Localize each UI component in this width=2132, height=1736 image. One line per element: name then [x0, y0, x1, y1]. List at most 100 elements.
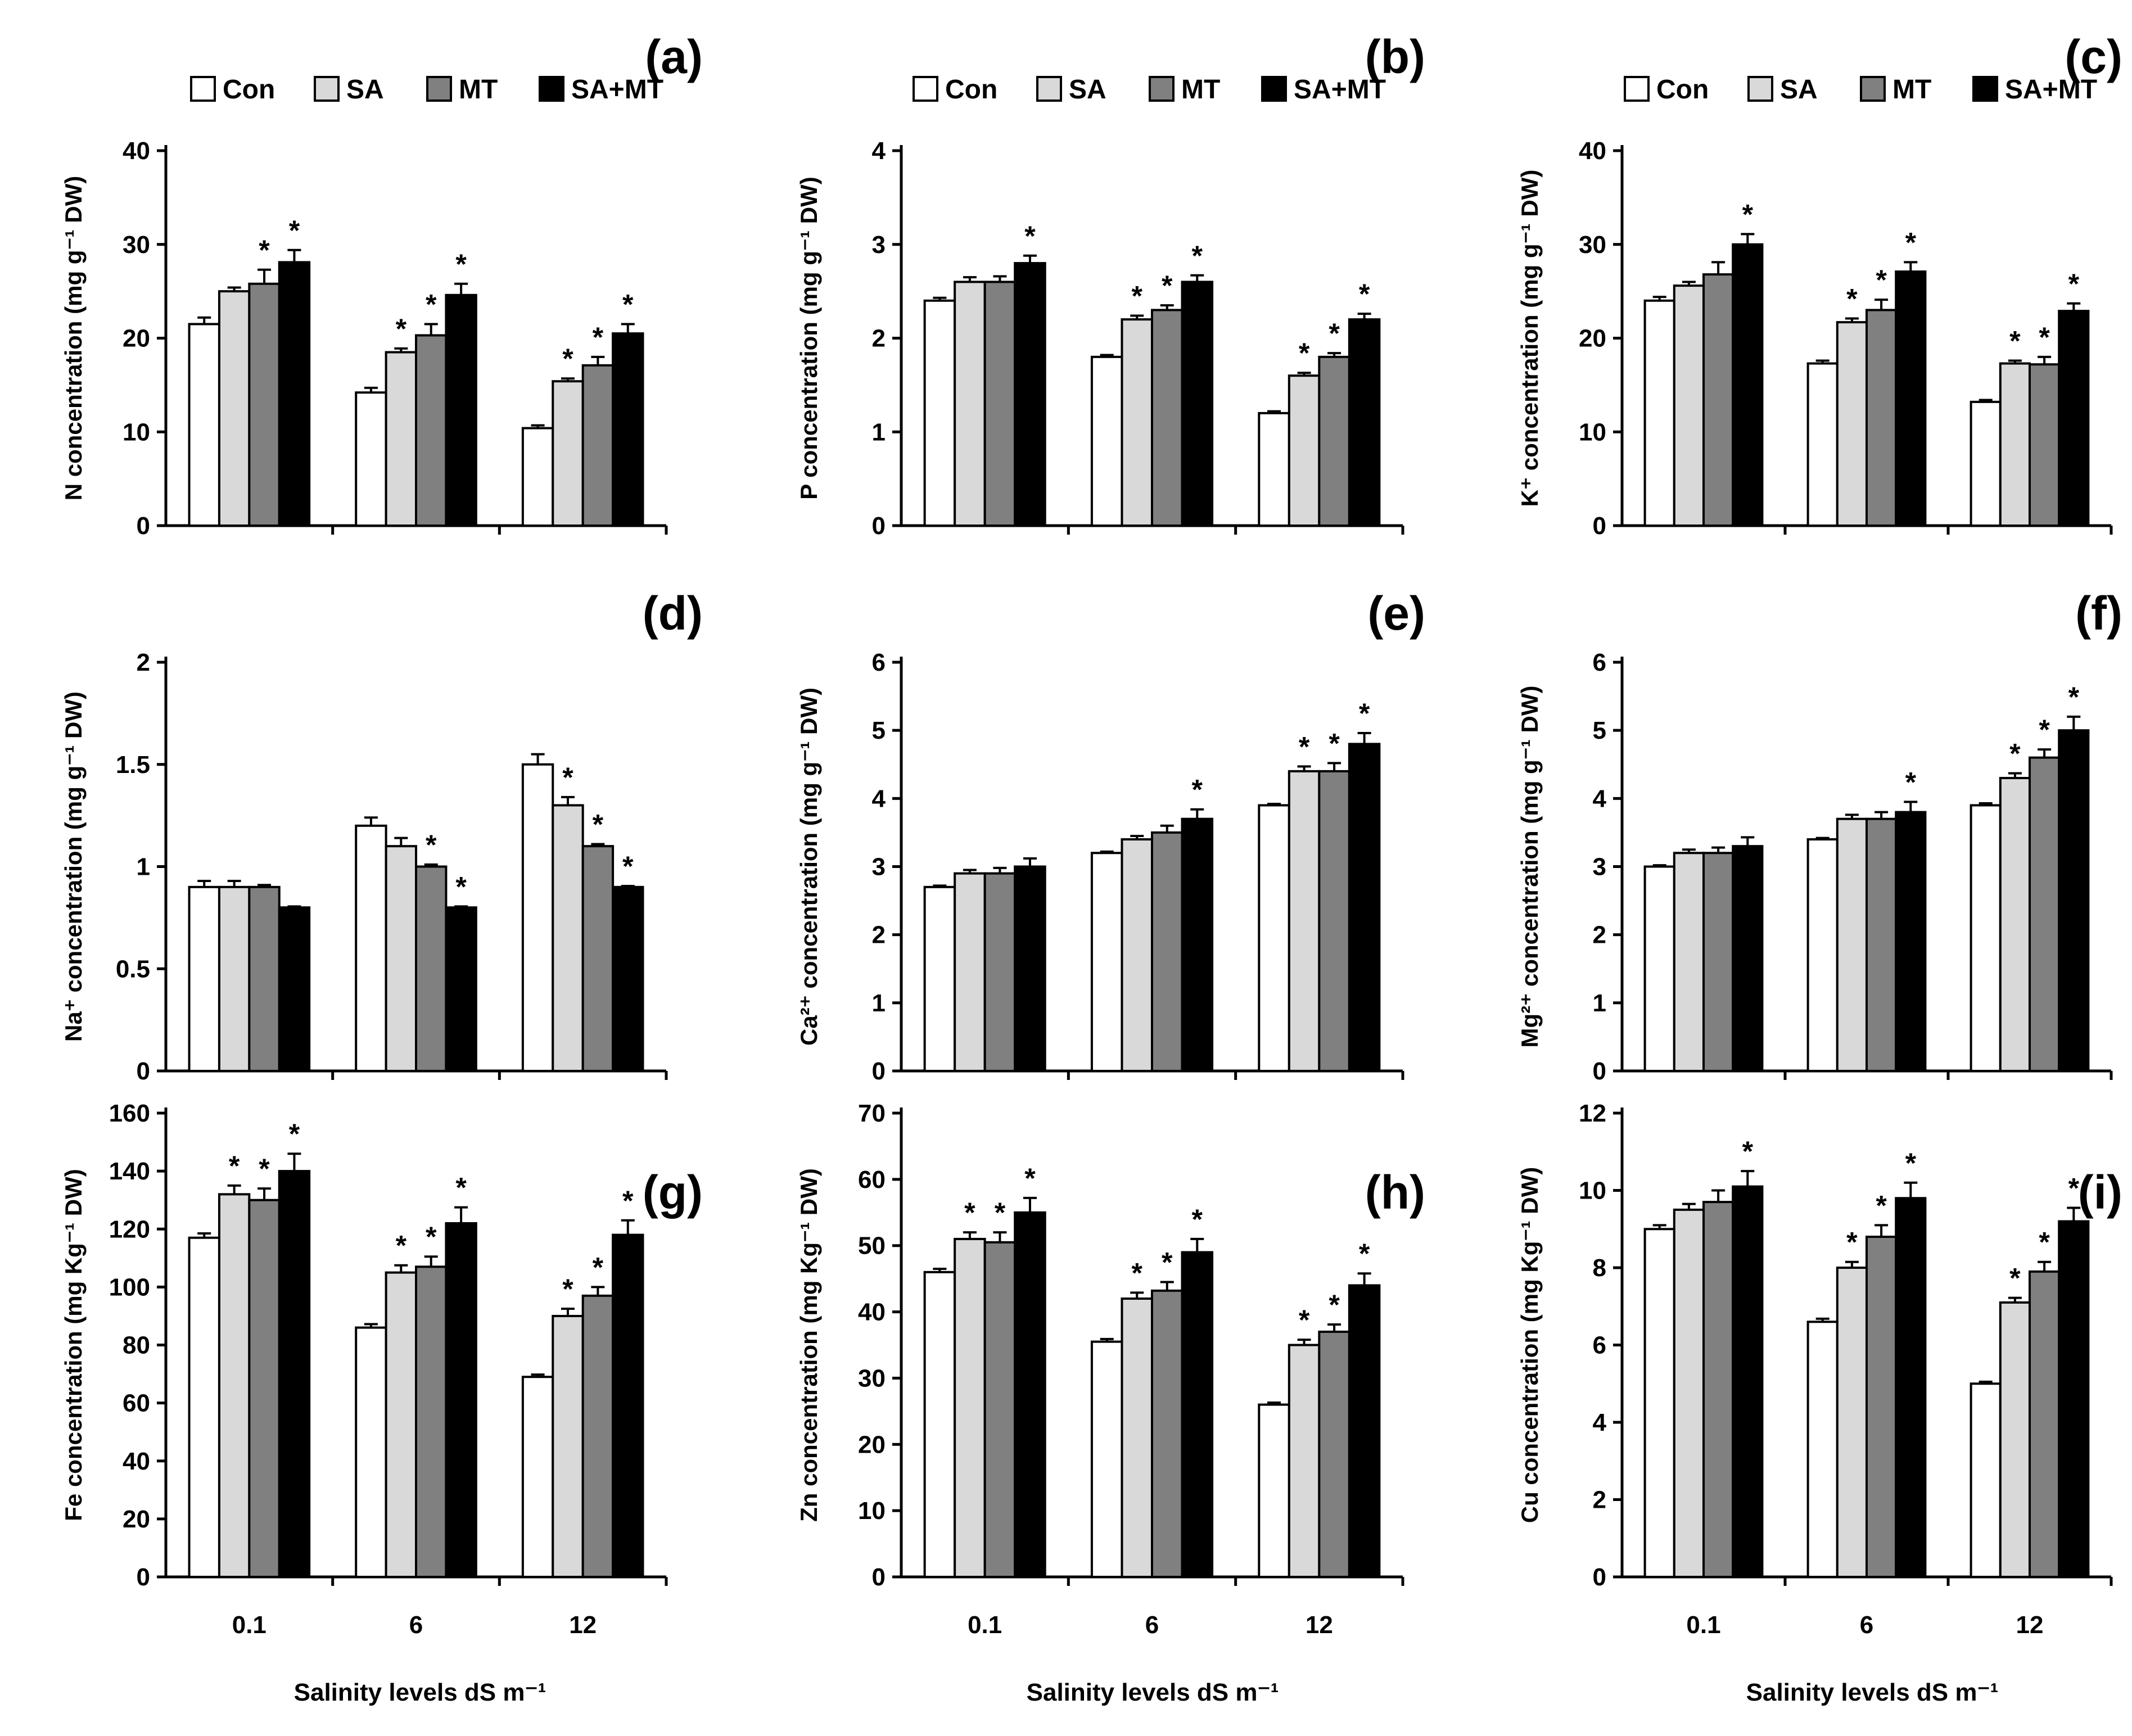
- bar-sa-12: [1288, 374, 1321, 527]
- bar-mt-0.1: [983, 872, 1017, 1073]
- bar-mt-6: [1865, 817, 1898, 1073]
- significance-marker: *: [1299, 731, 1310, 762]
- y-tick-label: 2: [1593, 1486, 1606, 1514]
- y-tick-label: 20: [1579, 325, 1606, 352]
- x-axis-title: Salinity levels dS m⁻¹: [1027, 1679, 1279, 1706]
- y-tick-label: 1: [1593, 989, 1606, 1017]
- legend-swatch-sa: [1036, 76, 1062, 102]
- bar-sa-mt-6: [1181, 281, 1214, 527]
- significance-marker: *: [259, 234, 270, 266]
- y-tick-label: 10: [1579, 1177, 1606, 1205]
- significance-marker: *: [1329, 318, 1340, 349]
- bar-mt-6: [1151, 309, 1184, 527]
- bar-mt-0.1: [1702, 852, 1734, 1073]
- y-tick-label: 3: [872, 231, 886, 259]
- x-tick-label: 12: [2016, 1611, 2044, 1639]
- bar-con-6: [355, 391, 387, 527]
- bar-sa-6: [1121, 838, 1153, 1072]
- bar-mt-12: [581, 364, 615, 527]
- bar-con-12: [521, 763, 554, 1072]
- bar-sa-6: [1836, 321, 1868, 527]
- significance-marker: *: [455, 871, 467, 902]
- bar-con-6: [1806, 838, 1839, 1072]
- legend: Con SA MT SA+MT: [913, 75, 1386, 105]
- bar-mt-12: [2029, 756, 2061, 1072]
- bar-con-0.1: [923, 1271, 956, 1579]
- y-axis-title: Cu concentration (mg Kg⁻¹ DW): [1516, 1167, 1543, 1523]
- y-tick-label: 8: [1593, 1254, 1606, 1282]
- legend-swatch-con: [913, 76, 938, 102]
- bar-con-0.1: [1643, 1228, 1675, 1578]
- panel-i: (i) 0 2 4 6 8 10 12 Cu concentration (mg Kg⁻¹ DW…: [1516, 1100, 2122, 1639]
- y-tick-label: 12: [1579, 1100, 1606, 1127]
- legend-label: MT: [1892, 75, 1931, 105]
- bar-mt-0.1: [248, 885, 281, 1072]
- bar-sa-mt-0.1: [278, 906, 311, 1072]
- legend-swatch-sa-mt: [1261, 76, 1287, 102]
- y-tick-label: 0: [872, 512, 886, 540]
- bar-sa-mt-12: [612, 1233, 644, 1578]
- y-tick-label: 140: [109, 1158, 150, 1185]
- bar-mt-12: [1318, 1330, 1350, 1578]
- significance-marker: *: [562, 1273, 573, 1305]
- bar-con-12: [1970, 804, 2002, 1072]
- bar-sa-mt-12: [1348, 743, 1381, 1072]
- panel-letter: (h): [1365, 1166, 1425, 1219]
- y-tick-label: 0: [137, 1057, 150, 1085]
- legend: Con SA MT SA+MT: [190, 75, 663, 105]
- significance-marker: *: [1876, 1190, 1887, 1221]
- y-tick-label: 4: [872, 785, 886, 812]
- bar-sa-0.1: [218, 1193, 251, 1578]
- bar-mt-6: [1151, 1289, 1184, 1579]
- significance-marker: *: [562, 343, 573, 374]
- y-tick-label: 6: [1593, 1332, 1606, 1359]
- y-tick-label: 2: [872, 325, 886, 352]
- bar-sa-0.1: [954, 872, 986, 1073]
- bar-con-6: [1090, 355, 1123, 527]
- significance-marker: *: [259, 1153, 270, 1185]
- legend: Con SA MT SA+MT: [1624, 75, 2097, 105]
- bar-con-6: [355, 824, 387, 1073]
- panel-letter: (e): [1367, 587, 1425, 640]
- significance-marker: *: [1329, 727, 1340, 759]
- legend-swatch-con: [1624, 76, 1650, 102]
- legend-swatch-sa-mt: [539, 76, 564, 102]
- bar-sa-0.1: [1673, 284, 1705, 527]
- y-tick-label: 6: [872, 649, 886, 676]
- bar-sa-mt-6: [445, 1222, 477, 1578]
- significance-marker: *: [1024, 220, 1036, 252]
- y-tick-label: 40: [123, 137, 150, 165]
- bar-sa-mt-12: [612, 885, 644, 1072]
- bar-mt-12: [2029, 1270, 2061, 1578]
- bar-sa-6: [1836, 1267, 1868, 1578]
- significance-marker: *: [2068, 1172, 2080, 1204]
- bar-sa-mt-6: [1181, 817, 1214, 1073]
- bar-sa-12: [1999, 362, 2031, 527]
- significance-marker: *: [1192, 240, 1203, 272]
- legend-swatch-mt: [426, 76, 452, 102]
- y-tick-label: 100: [109, 1273, 150, 1301]
- significance-marker: *: [396, 313, 407, 345]
- legend-label: Con: [945, 75, 997, 105]
- y-tick-label: 0: [872, 1563, 886, 1591]
- legend-label: SA: [346, 75, 384, 105]
- y-tick-label: 4: [1593, 1409, 1607, 1436]
- legend-label: SA: [1069, 75, 1106, 105]
- bar-sa-6: [1121, 318, 1153, 527]
- significance-marker: *: [229, 1150, 240, 1182]
- bar-con-6: [1806, 362, 1839, 527]
- significance-marker: *: [2009, 326, 2021, 357]
- y-tick-label: 30: [1579, 231, 1606, 259]
- legend-swatch-sa-mt: [1972, 76, 1998, 102]
- significance-marker: *: [622, 1185, 634, 1217]
- panel-g: (g) 0 20 40 60 80 100 120 140 160 Fe concentration…: [60, 1100, 703, 1639]
- bar-con-0.1: [1643, 865, 1675, 1072]
- significance-marker: *: [289, 1118, 300, 1150]
- significance-marker: *: [593, 1251, 604, 1283]
- y-tick-label: 70: [858, 1100, 886, 1127]
- legend-label: MT: [1181, 75, 1220, 105]
- x-tick-label: 6: [1145, 1611, 1159, 1639]
- bar-sa-0.1: [218, 290, 251, 527]
- significance-marker: *: [2009, 1263, 2021, 1294]
- bar-con-0.1: [923, 299, 956, 527]
